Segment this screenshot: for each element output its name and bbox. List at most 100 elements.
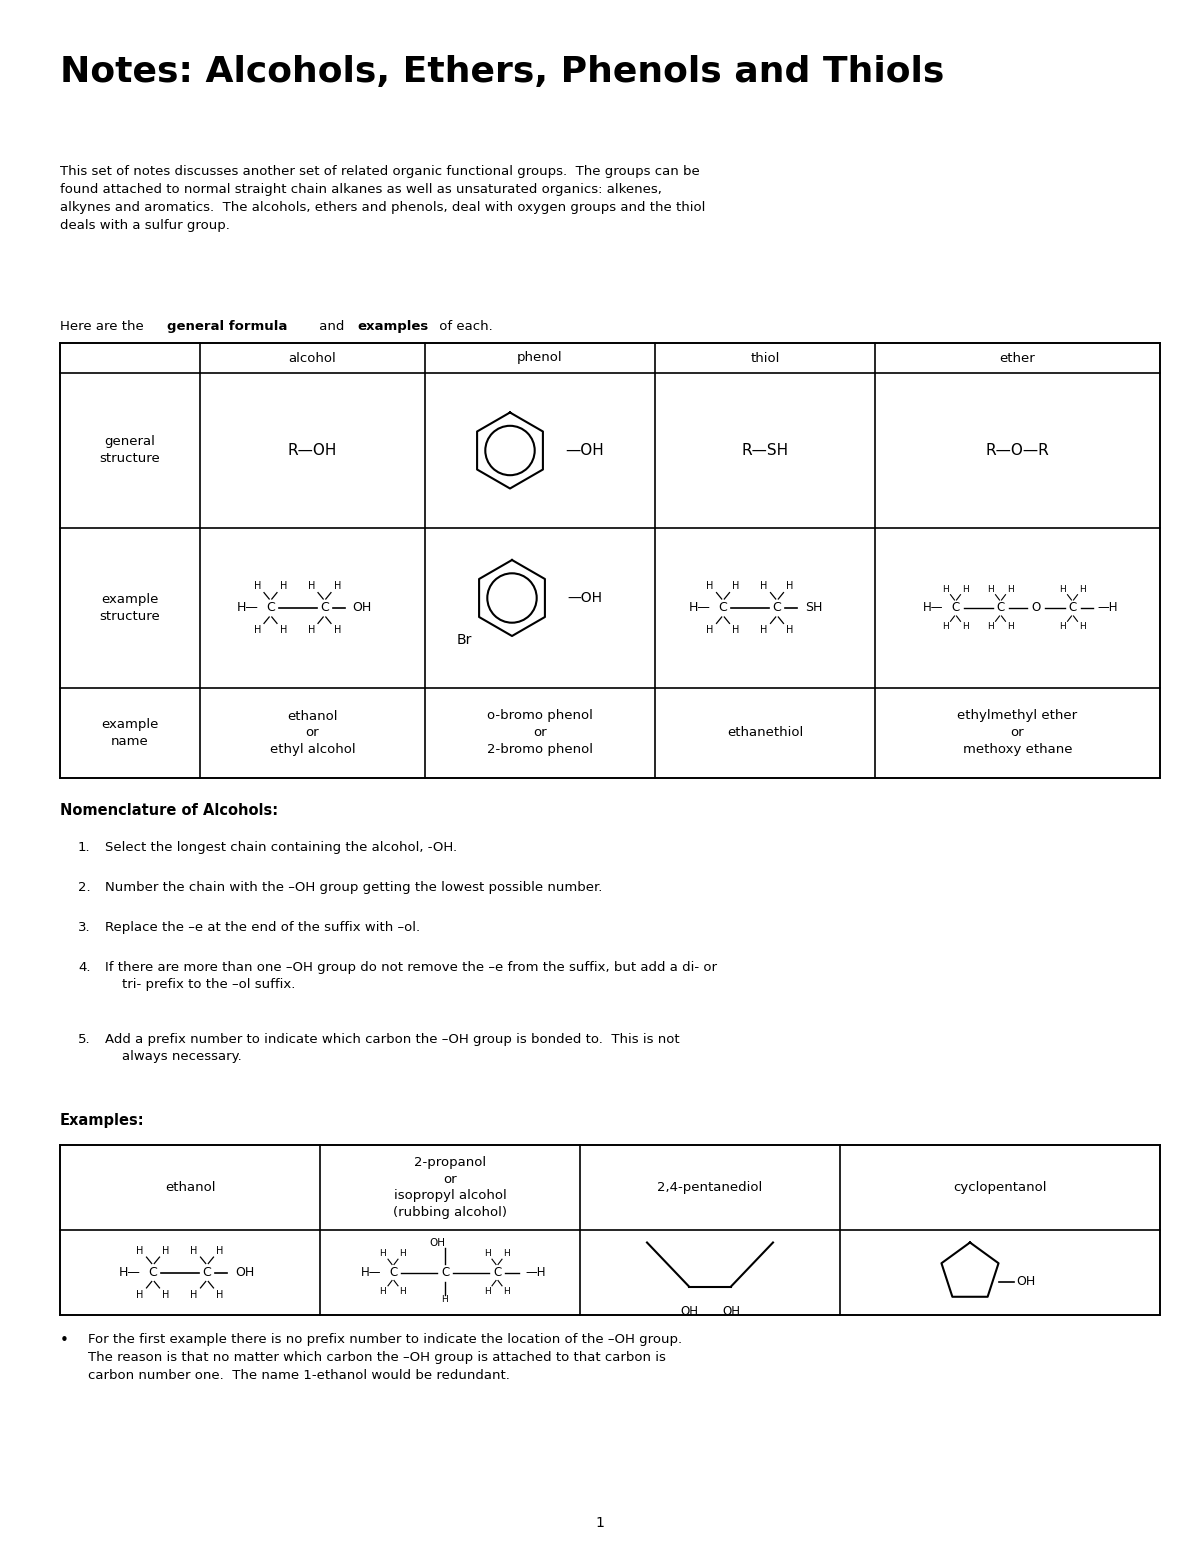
Text: H: H [308,624,316,635]
Text: 3.: 3. [78,921,91,933]
Text: ether: ether [1000,351,1036,365]
Text: H: H [504,1249,510,1258]
Text: H: H [1060,623,1066,632]
Text: H: H [761,624,768,635]
Text: C: C [493,1266,502,1280]
Text: H: H [1007,623,1014,632]
Text: H—: H— [923,601,943,615]
Text: OH: OH [1016,1275,1036,1289]
Text: Select the longest chain containing the alcohol, -OH.: Select the longest chain containing the … [106,842,457,854]
Text: C: C [1068,601,1076,615]
Text: Notes: Alcohols, Ethers, Phenols and Thiols: Notes: Alcohols, Ethers, Phenols and Thi… [60,54,944,89]
Text: H: H [707,581,714,592]
Text: H—: H— [689,601,710,615]
Text: C: C [389,1266,397,1280]
Text: C: C [440,1266,449,1280]
Text: H: H [254,581,262,592]
Text: Replace the –e at the end of the suffix with –ol.: Replace the –e at the end of the suffix … [106,921,420,933]
Text: H: H [137,1246,144,1255]
Text: —OH: —OH [568,592,602,606]
Text: H: H [334,624,341,635]
Text: H: H [732,624,739,635]
Text: O: O [1031,601,1040,615]
Text: H: H [484,1249,491,1258]
Text: H—: H— [360,1266,382,1280]
Text: 4.: 4. [78,961,90,974]
Text: —OH: —OH [565,443,604,458]
Text: H: H [280,624,287,635]
Text: OH: OH [680,1305,698,1317]
Text: H: H [962,623,968,632]
Text: 1.: 1. [78,842,91,854]
Text: H: H [761,581,768,592]
Text: OH: OH [353,601,372,615]
Text: H: H [400,1249,407,1258]
Text: C: C [773,601,781,615]
Text: C: C [203,1266,211,1280]
Text: H: H [137,1289,144,1300]
Text: H: H [942,584,949,593]
Text: H: H [162,1289,169,1300]
Text: H: H [988,584,994,593]
Text: ethylmethyl ether
or
methoxy ethane: ethylmethyl ether or methoxy ethane [958,710,1078,756]
Text: cyclopentanol: cyclopentanol [953,1180,1046,1194]
Text: —H: —H [1098,601,1118,615]
Text: OH: OH [235,1266,254,1280]
Text: ethanethiol: ethanethiol [727,727,803,739]
Text: H: H [442,1295,449,1303]
Bar [60,1145,1160,1315]
Text: 2-propanol
or
isopropyl alcohol
(rubbing alcohol): 2-propanol or isopropyl alcohol (rubbing… [394,1157,508,1219]
Text: SH: SH [805,601,822,615]
Text: •: • [60,1332,68,1348]
Bar [60,343,1160,778]
Text: H: H [786,624,793,635]
Text: thiol: thiol [750,351,780,365]
Text: 1: 1 [595,1516,605,1530]
Text: Br: Br [456,634,472,648]
Text: H: H [379,1287,386,1297]
Text: Examples:: Examples: [60,1114,145,1127]
Text: Number the chain with the –OH group getting the lowest possible number.: Number the chain with the –OH group gett… [106,881,602,895]
Text: H: H [988,623,994,632]
Text: H: H [308,581,316,592]
Text: H: H [962,584,968,593]
Text: C: C [149,1266,157,1280]
Text: H—: H— [119,1266,142,1280]
Text: H: H [1079,623,1086,632]
Text: C: C [719,601,727,615]
Text: H: H [254,624,262,635]
Text: H: H [1060,584,1066,593]
Text: OH: OH [430,1238,445,1247]
Text: H: H [786,581,793,592]
Text: H: H [732,581,739,592]
Text: H: H [162,1246,169,1255]
Text: OH: OH [722,1305,740,1317]
Text: 5.: 5. [78,1033,91,1047]
Text: H: H [191,1289,198,1300]
Text: R—OH: R—OH [288,443,337,458]
Text: H: H [216,1289,223,1300]
Text: H—: H— [236,601,258,615]
Text: H: H [280,581,287,592]
Text: C: C [996,601,1004,615]
Text: H: H [942,623,949,632]
Text: 2.: 2. [78,881,91,895]
Text: H: H [1007,584,1014,593]
Text: Nomenclature of Alcohols:: Nomenclature of Alcohols: [60,803,278,818]
Text: 2,4-pentanediol: 2,4-pentanediol [658,1180,763,1194]
Text: H: H [379,1249,386,1258]
Text: H: H [191,1246,198,1255]
Text: R—O—R: R—O—R [985,443,1049,458]
Text: —H: —H [526,1266,546,1280]
Text: C: C [266,601,275,615]
Text: o-bromo phenol
or
2-bromo phenol: o-bromo phenol or 2-bromo phenol [487,710,593,756]
Text: ethanol: ethanol [164,1180,215,1194]
Text: of each.: of each. [434,320,493,332]
Text: R—SH: R—SH [742,443,788,458]
Text: If there are more than one –OH group do not remove the –e from the suffix, but a: If there are more than one –OH group do … [106,961,718,991]
Text: C: C [952,601,960,615]
Text: This set of notes discusses another set of related organic functional groups.  T: This set of notes discusses another set … [60,165,706,231]
Text: Here are the: Here are the [60,320,148,332]
Text: For the first example there is no prefix number to indicate the location of the : For the first example there is no prefix… [88,1332,682,1382]
Text: general formula: general formula [167,320,287,332]
